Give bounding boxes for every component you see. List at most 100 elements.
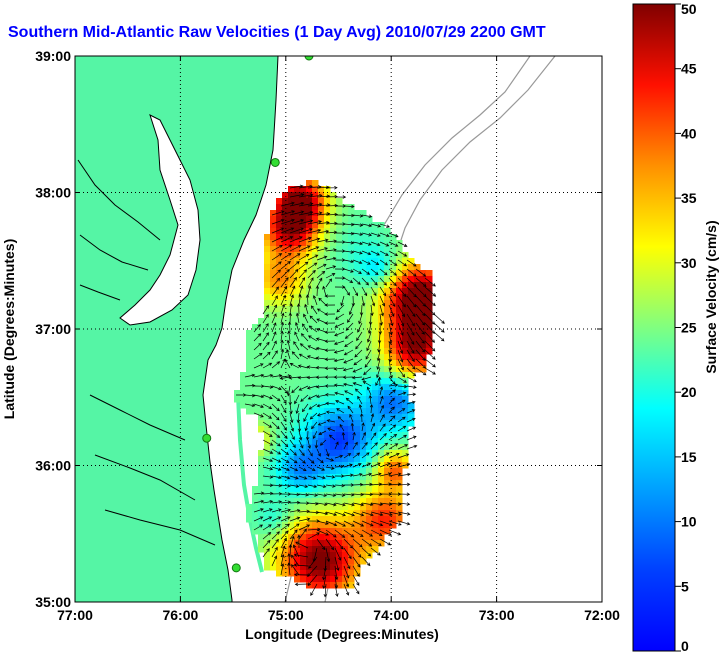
velocity-cell: [378, 228, 385, 235]
velocity-cell: [288, 252, 295, 259]
velocity-cell: [372, 516, 379, 523]
velocity-cell: [270, 288, 277, 295]
velocity-vector: [286, 339, 291, 351]
velocity-vector: [379, 295, 386, 307]
velocity-cell: [354, 270, 361, 277]
velocity-cell: [372, 540, 379, 547]
velocity-cell: [258, 504, 265, 511]
velocity-cell: [324, 582, 331, 589]
y-tick-label: 35:00: [35, 594, 71, 610]
velocity-cell: [312, 486, 319, 493]
velocity-cell: [270, 516, 277, 523]
velocity-cell: [384, 492, 391, 499]
velocity-cell: [300, 534, 307, 541]
velocity-cell: [336, 582, 343, 589]
velocity-vector: [289, 244, 302, 252]
velocity-vector: [316, 255, 328, 261]
velocity-cell: [378, 534, 385, 541]
velocity-cell: [282, 360, 289, 367]
velocity-cell: [288, 336, 295, 343]
velocity-vector: [295, 312, 300, 324]
velocity-cell: [330, 354, 337, 361]
velocity-vector: [300, 394, 309, 402]
velocity-vector: [357, 395, 363, 405]
velocity-vector: [262, 516, 273, 522]
velocity-vector: [333, 367, 345, 371]
velocity-cell: [342, 558, 349, 565]
velocity-cell: [324, 474, 331, 481]
velocity-cell: [276, 210, 283, 217]
velocity-cell: [342, 300, 349, 307]
velocity-vector: [244, 403, 256, 408]
velocity-cell: [306, 264, 313, 271]
velocity-cell: [324, 456, 331, 463]
velocity-cell: [336, 294, 343, 301]
velocity-vector: [317, 412, 327, 417]
velocity-cell: [324, 420, 331, 427]
velocity-vector: [334, 583, 339, 598]
velocity-cell: [252, 360, 259, 367]
velocity-vector: [333, 375, 345, 379]
velocity-vector: [253, 491, 265, 495]
velocity-vector: [336, 304, 345, 313]
velocity-cell: [300, 318, 307, 325]
velocity-cell: [282, 486, 289, 493]
velocity-cell: [378, 528, 385, 535]
velocity-cell: [288, 558, 295, 565]
velocity-cell: [396, 468, 403, 475]
velocity-vector: [415, 295, 426, 307]
velocity-cell: [294, 216, 301, 223]
velocity-cell: [378, 486, 385, 493]
velocity-cell: [282, 336, 289, 343]
velocity-cell: [360, 408, 367, 415]
velocity-cell: [396, 420, 403, 427]
velocity-cell: [336, 228, 343, 235]
velocity-cell: [270, 546, 277, 553]
velocity-vector: [289, 236, 303, 243]
velocity-cell: [300, 198, 307, 205]
velocity-vector: [324, 339, 336, 344]
velocity-cell: [258, 462, 265, 469]
velocity-vector: [388, 232, 399, 238]
velocity-vector: [366, 331, 372, 343]
velocity-vector: [379, 472, 392, 477]
velocity-cell: [372, 438, 379, 445]
velocity-cell: [276, 354, 283, 361]
velocity-vector: [253, 499, 265, 504]
velocity-cell: [288, 222, 295, 229]
velocity-vector: [369, 403, 374, 414]
velocity-cell: [384, 228, 391, 235]
velocity-cell: [324, 204, 331, 211]
velocity-cell: [390, 276, 397, 283]
velocity-vector: [406, 385, 417, 389]
velocity-vector: [298, 448, 305, 457]
velocity-cell: [312, 222, 319, 229]
velocity-cell: [312, 528, 319, 535]
velocity-vector: [316, 229, 330, 234]
velocity-vector: [307, 394, 318, 400]
velocity-cell: [300, 348, 307, 355]
velocity-vector: [361, 259, 371, 265]
velocity-cell: [276, 234, 283, 241]
velocity-cell: [300, 498, 307, 505]
velocity-vector: [298, 466, 307, 472]
velocity-cell: [366, 234, 373, 241]
velocity-vector: [298, 457, 306, 464]
velocity-cell: [384, 444, 391, 451]
velocity-vector: [253, 352, 263, 360]
velocity-cell: [318, 360, 325, 367]
velocity-cell: [318, 270, 325, 277]
velocity-cell: [384, 420, 391, 427]
velocity-vector: [352, 452, 361, 459]
velocity-cell: [270, 540, 277, 547]
velocity-vector: [288, 312, 293, 324]
velocity-cell: [324, 252, 331, 259]
velocity-cell: [264, 552, 271, 559]
velocity-vector: [379, 423, 386, 432]
velocity-cell: [354, 300, 361, 307]
velocity-cell: [294, 204, 301, 211]
velocity-vector: [300, 333, 309, 342]
velocity-cell: [330, 276, 337, 283]
velocity-cell: [348, 468, 355, 475]
velocity-cell: [396, 504, 403, 511]
